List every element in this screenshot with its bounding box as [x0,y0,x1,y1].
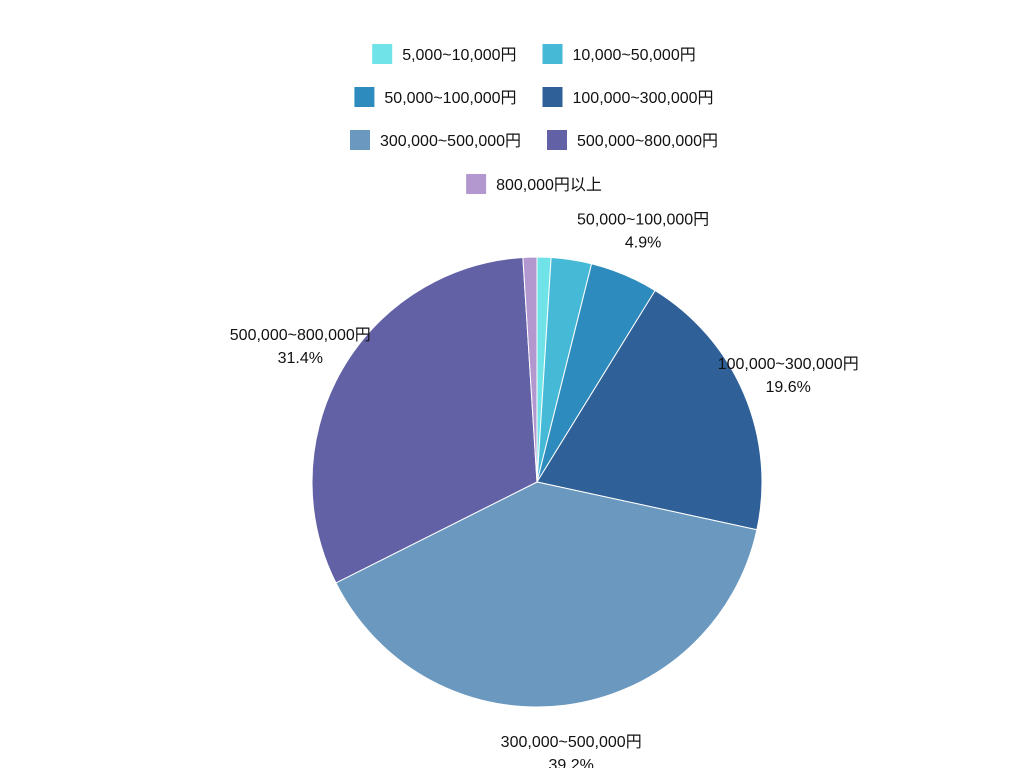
slice-label-name: 100,000~300,000円 [718,356,859,373]
legend-label-5: 300,000~500,000円 [380,133,521,150]
slice-label-name: 50,000~100,000円 [577,211,709,228]
legend-swatch-4 [542,87,563,107]
slice-label-name: 500,000~800,000円 [230,327,371,344]
slice-labels: 50,000~100,000円 4.9% 100,000~300,000円 19.6%… [230,211,859,768]
legend: 5,000~10,000円 10,000~50,000円 50,000~100,00… [350,44,718,194]
legend-label-3: 50,000~100,000円 [384,90,516,107]
legend-label-2: 10,000~50,000円 [573,47,696,64]
legend-label-6: 500,000~800,000円 [577,133,718,150]
legend-label-4: 100,000~300,000円 [573,90,714,107]
slice-label-value: 19.6% [766,379,811,396]
legend-swatch-5 [350,130,370,150]
legend-swatch-1 [372,44,393,64]
pie-slice-4[interactable] [536,289,763,531]
legend-swatch-2 [542,44,563,64]
legend-label-1: 5,000~10,000円 [402,47,516,64]
legend-label-7: 800,000円以上 [496,176,602,194]
slice-label-value: 4.9% [625,234,661,251]
legend-swatch-3 [354,87,375,107]
pie-slice-5[interactable] [335,481,758,708]
slice-label-name: 300,000~500,000円 [501,734,642,751]
legend-swatch-7 [466,174,487,194]
slice-label-value: 31.4% [278,350,323,367]
pie-slice-7[interactable] [522,256,538,483]
legend-swatch-6 [547,130,567,150]
slice-label-value: 39.2% [549,757,594,768]
pie-slice-6[interactable] [311,256,538,584]
pie-slices [311,256,763,708]
